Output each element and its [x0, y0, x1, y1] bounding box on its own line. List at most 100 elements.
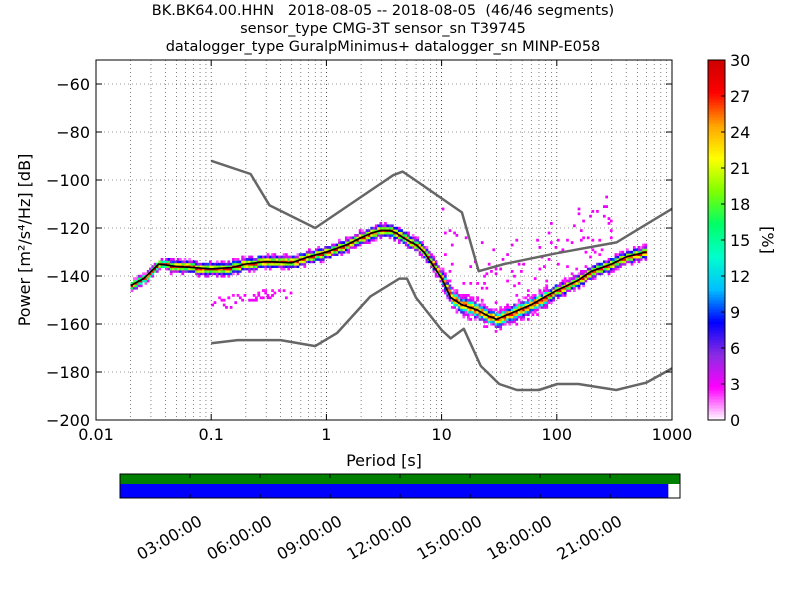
heatmap-cell: [508, 322, 512, 326]
probability-heatmap: [130, 195, 648, 333]
heatmap-cell: [374, 238, 378, 242]
heatmap-cell: [262, 296, 265, 300]
heatmap-cell: [609, 229, 613, 232]
heatmap-cell: [492, 308, 496, 312]
heatmap-cell: [467, 303, 470, 307]
heatmap-cell: [483, 310, 486, 314]
heatmap-cell: [250, 255, 254, 259]
heatmap-cell: [287, 260, 291, 264]
colorbar-segment: [708, 249, 725, 253]
heatmap-cell: [158, 260, 162, 264]
heatmap-cell: [605, 267, 609, 271]
colorbar-segment: [708, 258, 725, 262]
heatmap-cell: [457, 296, 461, 300]
heatmap-cell: [252, 267, 256, 271]
heatmap-cell: [153, 270, 157, 273]
heatmap-cell: [561, 279, 565, 283]
heatmap-cell: [446, 282, 450, 285]
heatmap-cell: [278, 255, 281, 259]
heatmap-cell: [540, 301, 544, 304]
colorbar-segment: [708, 288, 725, 292]
heatmap-cell: [494, 315, 498, 319]
heatmap-cell: [570, 241, 574, 244]
heatmap-cell: [545, 301, 549, 304]
heatmap-cell: [515, 308, 519, 312]
heatmap-cell: [361, 231, 364, 235]
heatmap-cell: [278, 262, 281, 266]
heatmap-cell: [506, 303, 509, 307]
colorbar-segment: [708, 255, 725, 259]
colorbar-segment: [708, 369, 725, 373]
heatmap-cell: [554, 291, 558, 295]
heatmap-cell: [584, 279, 588, 283]
heatmap-cell: [289, 291, 293, 295]
heatmap-cell: [319, 253, 323, 256]
heatmap-cell: [370, 238, 373, 242]
heatmap-cell: [600, 272, 604, 276]
heatmap-cell: [510, 308, 514, 312]
heatmap-cell: [515, 315, 519, 319]
heatmap-cell: [372, 229, 376, 232]
heatmap-cell: [469, 303, 473, 307]
heatmap-cell: [395, 226, 399, 230]
heatmap-cell: [455, 291, 459, 295]
heatmap-cell: [506, 320, 509, 324]
heatmap-cell: [321, 260, 325, 264]
heatmap-cell: [487, 310, 491, 314]
heatmap-cell: [628, 258, 632, 261]
heatmap-cell: [275, 258, 279, 261]
heatmap-cell: [238, 265, 242, 268]
heatmap-cell: [271, 265, 274, 268]
heatmap-cell: [593, 250, 597, 254]
heatmap-cell: [183, 270, 187, 273]
colorbar-segment: [708, 90, 725, 94]
heatmap-cell: [593, 277, 597, 280]
heatmap-cell: [298, 260, 302, 264]
heatmap-cell: [391, 234, 394, 237]
heatmap-cell: [439, 270, 443, 273]
heatmap-cell: [344, 246, 348, 249]
heatmap-cell: [418, 248, 422, 252]
heatmap-cell: [312, 258, 316, 261]
heatmap-cell: [243, 260, 247, 264]
heatmap-cell: [619, 262, 622, 266]
heatmap-cell: [397, 238, 401, 242]
heatmap-cell: [450, 262, 454, 266]
heatmap-cell: [391, 224, 394, 228]
heatmap-cell: [222, 267, 226, 271]
heatmap-cell: [517, 282, 521, 285]
heatmap-cell: [538, 294, 542, 297]
heatmap-cell: [448, 289, 452, 292]
heatmap-cell: [351, 246, 355, 249]
heatmap-cell: [467, 315, 470, 319]
heatmap-cell: [229, 306, 233, 309]
mode-line: [130, 229, 647, 320]
heatmap-cell: [411, 243, 415, 247]
heatmap-cell: [473, 301, 477, 304]
heatmap-cell: [561, 289, 565, 292]
heatmap-cell: [600, 265, 604, 268]
heatmap-cell: [497, 315, 500, 319]
heatmap-cell: [439, 277, 443, 280]
heatmap-cell: [473, 310, 477, 314]
heatmap-cell: [268, 296, 272, 300]
colorbar-segment: [708, 216, 725, 220]
heatmap-cell: [607, 270, 611, 273]
heatmap-cell: [319, 258, 323, 261]
heatmap-cell: [301, 255, 304, 259]
heatmap-cell: [305, 253, 309, 256]
heatmap-cell: [407, 234, 410, 237]
heatmap-cell: [400, 238, 403, 242]
heatmap-cell: [361, 234, 364, 237]
heatmap-cell: [616, 265, 620, 268]
heatmap-cell: [556, 262, 560, 266]
heatmap-cell: [384, 226, 387, 230]
colorbar-segment: [708, 309, 725, 313]
heatmap-cell: [619, 255, 622, 259]
heatmap-cell: [347, 246, 350, 249]
heatmap-cell: [623, 262, 627, 266]
heatmap-cell: [257, 262, 261, 266]
heatmap-cell: [169, 272, 173, 276]
heatmap-cell: [543, 289, 546, 292]
heatmap-cell: [294, 262, 297, 266]
